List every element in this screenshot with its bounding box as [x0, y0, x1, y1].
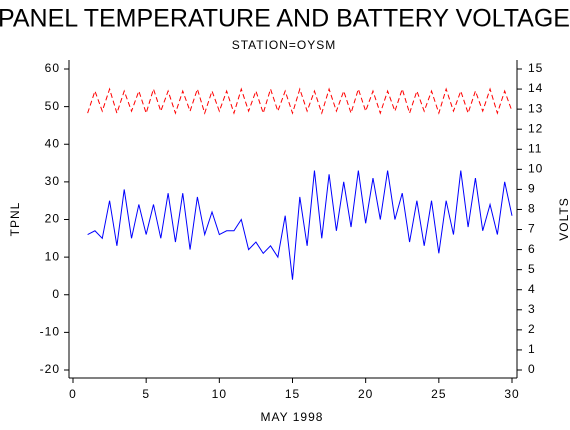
- x-axis-label: MAY 1998: [261, 410, 324, 424]
- y-tick-label: 30: [45, 174, 60, 188]
- y2-tick-label: 3: [528, 302, 536, 316]
- x-tick-label: 25: [431, 387, 446, 401]
- y-tick-label: -10: [40, 325, 60, 339]
- y2-tick-label: 11: [528, 141, 542, 155]
- y2-tick-label: 6: [528, 242, 536, 256]
- y-tick-label: 60: [45, 61, 60, 75]
- y-tick-label: 10: [45, 249, 60, 263]
- y2-tick-label: 13: [528, 101, 543, 115]
- x-tick-label: 20: [358, 387, 373, 401]
- y2-tick-label: 10: [528, 162, 543, 176]
- y2-tick-label: 12: [528, 121, 543, 135]
- y2-tick-label: 2: [528, 322, 536, 336]
- y2-tick-label: 15: [528, 61, 543, 75]
- y-tick-label: -20: [40, 362, 60, 376]
- y2-tick-label: 8: [528, 202, 536, 216]
- x-tick-label: 15: [285, 387, 300, 401]
- y-tick-label: 20: [45, 212, 60, 226]
- series-line: [87, 87, 513, 115]
- y2-tick-label: 1: [528, 342, 536, 356]
- chart-subtitle: STATION=OYSM: [232, 38, 337, 52]
- y2-tick-label: 9: [528, 182, 536, 196]
- y2-tick-label: 14: [528, 81, 543, 95]
- x-tick-label: 10: [212, 387, 227, 401]
- y2-axis-label: VOLTS: [557, 197, 570, 240]
- series-line: [87, 170, 513, 280]
- y2-tick-label: 5: [528, 262, 536, 276]
- x-tick-label: 30: [504, 387, 519, 401]
- chart-title: PANEL TEMPERATURE AND BATTERY VOLTAGE: [0, 5, 570, 33]
- y2-tick-label: 0: [528, 362, 536, 376]
- x-tick-label: 5: [142, 387, 150, 401]
- y2-tick-label: 4: [528, 282, 536, 296]
- y-axis-label: TPNL: [8, 202, 22, 237]
- y-tick-label: 50: [45, 99, 60, 113]
- x-tick-label: 0: [69, 387, 77, 401]
- y2-tick-label: 7: [528, 222, 536, 236]
- y-tick-label: 40: [45, 136, 60, 150]
- y-tick-label: 0: [52, 287, 60, 301]
